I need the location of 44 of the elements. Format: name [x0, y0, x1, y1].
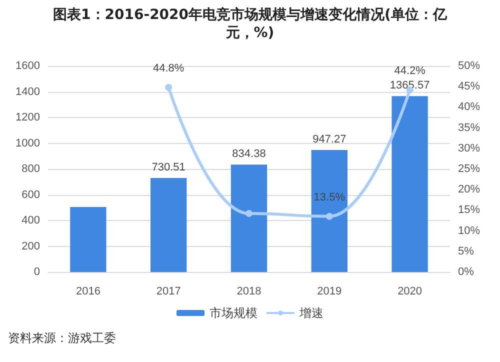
text: 资料来源：游戏工委 — [8, 330, 116, 347]
y2-tick-label: 15% — [458, 204, 480, 216]
legend-label: 增速 — [298, 306, 324, 320]
bar — [230, 164, 268, 272]
point — [326, 212, 333, 220]
x-tick-label: 2017 — [156, 286, 181, 298]
y-tick-label: 1200 — [16, 112, 40, 124]
point — [165, 84, 172, 91]
y2-tick-label: 35% — [458, 122, 480, 134]
y2-tick-label: 25% — [458, 163, 480, 175]
data-label: 834.38 — [232, 148, 266, 160]
y-tick-label: 400 — [22, 214, 40, 226]
y-tick-label: 0 — [34, 266, 40, 278]
y2-tick-label: 40% — [458, 101, 480, 114]
x-tick-label: 2018 — [236, 286, 262, 298]
y2-tick-label: 45% — [458, 80, 480, 93]
x-tick-label: 2020 — [398, 286, 422, 298]
y2-tick-label: 50% — [458, 60, 480, 72]
data-label: 1365.57 — [390, 80, 430, 92]
y-tick-label: 800 — [22, 163, 40, 175]
y2-tick-label: 20% — [458, 184, 480, 196]
y2-tick-label: 0% — [458, 266, 474, 278]
y2-tick-label: 10% — [458, 224, 480, 237]
data-label: 44.8% — [153, 62, 184, 74]
y-tick-label: 1400 — [16, 86, 40, 98]
data-label: 730.51 — [152, 161, 186, 174]
y-tick-label: 600 — [22, 188, 40, 201]
bar — [392, 96, 428, 272]
data-label: 13.5% — [314, 191, 346, 204]
bar — [311, 150, 348, 272]
y2-tick-label: 30% — [458, 142, 480, 154]
bar — [150, 178, 187, 272]
chart-title: 图表1：2016-2020年电竞市场规模与增速变化情况(单位：亿元，%) — [52, 6, 448, 42]
legend-label: 市场规模 — [210, 306, 258, 320]
y-tick-label: 1000 — [16, 137, 40, 150]
y2-tick-label: 5% — [458, 245, 474, 258]
y-tick-label: 200 — [22, 240, 40, 252]
x-tick-label: 2016 — [76, 286, 100, 298]
data-label: 44.2% — [394, 64, 426, 77]
bar — [70, 206, 106, 272]
point — [246, 210, 252, 217]
data-label: 947.27 — [312, 134, 346, 146]
x-tick-label: 2019 — [317, 286, 342, 298]
y-tick-label: 1600 — [16, 60, 40, 72]
